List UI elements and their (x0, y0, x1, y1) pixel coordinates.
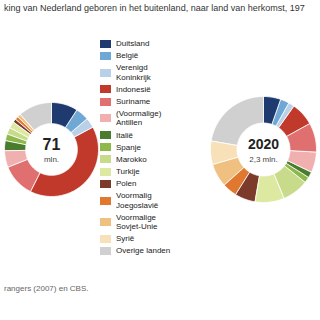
html-text:Turkije: Turkije (116, 167, 140, 177)
html-text:(Voormalige) Antillen: (Voormalige) Antillen (116, 109, 162, 128)
svg-text:2,3 mln.: 2,3 mln. (249, 155, 277, 164)
html-text:Verenigd Koninkrijk: Verenigd Koninkrijk (116, 63, 151, 82)
html-text:rangers (2007) en CBS.: rangers (2007) en CBS. (4, 283, 89, 293)
html-text:king van Nederland geboren in: king van Nederland geboren in het buiten… (4, 3, 305, 13)
html-text:Voormalige Sovjet-Unie: Voormalige Sovjet-Unie (116, 212, 158, 231)
html-text:Marokko: Marokko (116, 154, 147, 164)
html-text:België: België (116, 51, 139, 61)
svg-text:71: 71 (43, 135, 61, 152)
html-text:Suriname: Suriname (116, 97, 151, 106)
html-text:Duitsland: Duitsland (116, 39, 150, 48)
html-text:Overige landen: Overige landen (116, 246, 171, 256)
html-text:Italië: Italië (116, 130, 133, 140)
html-text:Indonesië: Indonesië (116, 84, 151, 94)
svg-text:2020: 2020 (248, 136, 279, 152)
svg-text:mln.: mln. (44, 155, 59, 164)
html-text:Spanje: Spanje (116, 142, 141, 152)
html-text:Syrië: Syrië (116, 234, 135, 244)
html-text:Polen: Polen (116, 179, 137, 189)
html-text:Voormalig Joegoslavië: Voormalig Joegoslavië (116, 191, 159, 210)
